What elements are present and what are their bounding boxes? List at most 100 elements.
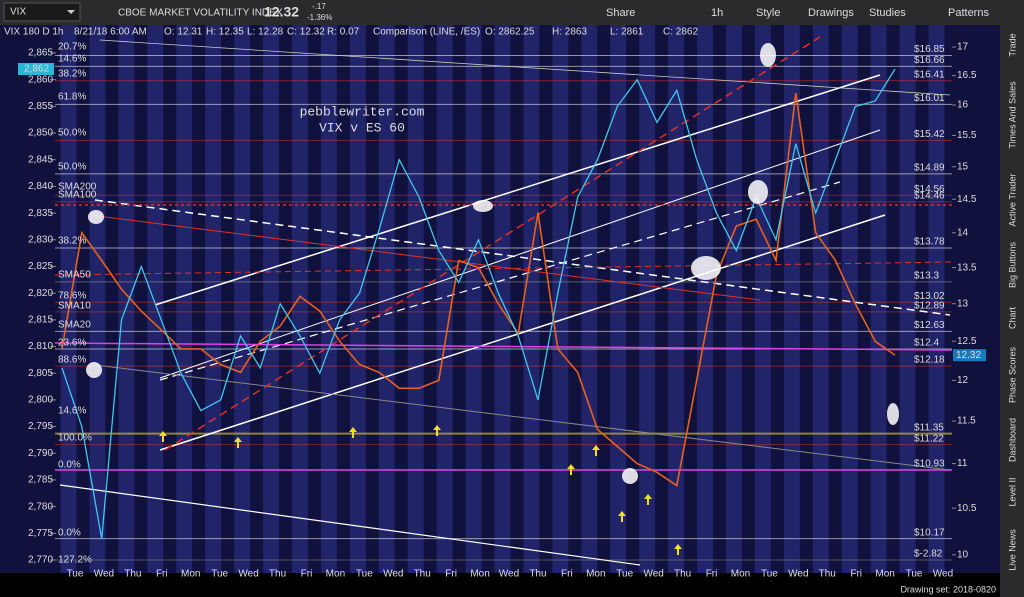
side-tab[interactable]: Phase Scores xyxy=(1007,346,1017,403)
toolbar-button[interactable]: Studies xyxy=(869,7,906,19)
ohlc-value: H: 12.35 xyxy=(206,27,244,38)
session-band xyxy=(523,25,540,573)
x-tick-label: Mon xyxy=(470,569,489,580)
trend-line xyxy=(159,181,841,381)
ohlc-value: L: 12.28 xyxy=(247,27,284,38)
side-tab[interactable]: Dashboard xyxy=(1007,418,1017,462)
right-tick-label: 11.5 xyxy=(957,416,976,427)
session-band xyxy=(552,25,569,573)
highlight-ellipse xyxy=(622,468,638,484)
session-band xyxy=(292,25,308,573)
left-tick-label: 2,790 xyxy=(28,448,53,459)
x-tick-label: Tue xyxy=(616,569,633,580)
left-tick-label: 2,830 xyxy=(28,234,53,245)
fib-label: 127.2% xyxy=(58,555,92,566)
left-tick-label: 2,850 xyxy=(28,128,53,139)
fib-label: SMA20 xyxy=(58,320,91,331)
x-tick-label: Mon xyxy=(181,569,200,580)
left-tick-label: 2,795 xyxy=(28,421,53,432)
side-tab[interactable]: Active Trader xyxy=(1007,173,1017,226)
comparison-ohlc: O: 2862.25 xyxy=(485,27,535,38)
level-label: $16.85 xyxy=(914,44,945,55)
side-tab[interactable]: Times And Sales xyxy=(1007,81,1017,149)
level-label: $10.93 xyxy=(914,458,945,469)
symbol-box[interactable] xyxy=(3,2,81,22)
fib-label: 50.0% xyxy=(58,128,86,139)
session-band xyxy=(205,25,222,573)
right-tick-label: 15.5 xyxy=(957,130,977,141)
x-tick-label: Wed xyxy=(94,569,114,580)
trend-line xyxy=(99,39,951,96)
fib-label: 20.7% xyxy=(58,42,86,53)
fib-label: 0.0% xyxy=(58,460,81,471)
change: -.17 xyxy=(312,2,326,11)
right-tick-label: 12.5 xyxy=(957,336,977,347)
arrow-marker xyxy=(349,427,357,438)
right-tick-label: 10.5 xyxy=(957,503,977,514)
right-tick-label: 13 xyxy=(957,298,969,309)
toolbar-button[interactable]: Drawings xyxy=(808,7,854,19)
session-band xyxy=(378,25,395,573)
level-label: $12.4 xyxy=(914,338,939,349)
trend-line xyxy=(94,364,951,471)
level-label: $10.17 xyxy=(914,527,945,538)
level-label: $12.63 xyxy=(914,320,945,331)
arrow-marker xyxy=(644,494,652,505)
right-tick-label: 10 xyxy=(957,549,969,560)
level-label: $14.46 xyxy=(914,191,945,202)
session-band xyxy=(697,25,713,573)
trend-line xyxy=(159,214,886,451)
x-tick-label: Wed xyxy=(788,569,808,580)
toolbar-button[interactable]: Patterns xyxy=(948,7,989,19)
right-tick-label: 11 xyxy=(957,458,968,469)
side-tab[interactable]: Trade xyxy=(1007,33,1017,56)
level-label: $11.22 xyxy=(914,433,944,444)
left-tick-label: 2,845 xyxy=(28,154,53,165)
left-tick-label: 2,800 xyxy=(28,395,53,406)
side-tab[interactable]: Big Buttons xyxy=(1007,241,1017,288)
side-tab[interactable]: Chart xyxy=(1007,307,1017,330)
current-vix-marker xyxy=(953,349,986,362)
x-tick-label: Fri xyxy=(445,569,457,580)
session-band xyxy=(581,25,598,573)
left-tick-label: 2,785 xyxy=(28,475,53,486)
x-tick-label: Thu xyxy=(269,569,286,580)
fib-label: SMA50 xyxy=(58,270,91,281)
session-band xyxy=(263,25,279,573)
session-band xyxy=(407,25,424,573)
side-tab[interactable]: Level II xyxy=(1007,477,1017,506)
level-label: $16.66 xyxy=(914,55,945,66)
x-tick-label: Wed xyxy=(383,569,403,580)
arrow-marker xyxy=(592,445,600,456)
ohlc-value: C: 12.32 xyxy=(287,27,325,38)
toolbar-button[interactable]: Share xyxy=(606,7,635,19)
level-label: $11.35 xyxy=(914,422,944,433)
arrow-marker xyxy=(433,425,441,436)
left-tick-label: 2,825 xyxy=(28,261,53,272)
comparison-ohlc: H: 2863 xyxy=(552,27,587,38)
toolbar-button[interactable]: 1h xyxy=(711,7,723,19)
arrow-marker xyxy=(567,464,575,475)
trend-line xyxy=(89,214,761,301)
watermark: pebblewriter.com xyxy=(300,104,425,119)
level-label: $-2.82 xyxy=(914,549,943,560)
side-tab[interactable]: Live News xyxy=(1007,529,1017,571)
session-band xyxy=(812,25,829,573)
session-band xyxy=(870,25,887,573)
highlight-ellipse xyxy=(887,403,899,425)
level-label: $15.42 xyxy=(914,129,945,140)
left-tick-label: 2,835 xyxy=(28,208,53,219)
side-panel xyxy=(1000,25,1024,597)
session-band xyxy=(639,25,656,573)
trend-line xyxy=(159,129,881,379)
datetime: 8/21/18 6:00 AM xyxy=(74,27,147,38)
footer: Drawing set: 2018-0820 xyxy=(900,584,996,594)
session-band xyxy=(176,25,193,573)
session-band xyxy=(436,25,453,573)
x-tick-label: Wed xyxy=(643,569,663,580)
comparison-ohlc: L: 2861 xyxy=(610,27,644,38)
fib-label: 78.6% xyxy=(58,291,86,302)
toolbar-button[interactable]: Style xyxy=(756,7,780,19)
vix-line xyxy=(61,92,896,487)
